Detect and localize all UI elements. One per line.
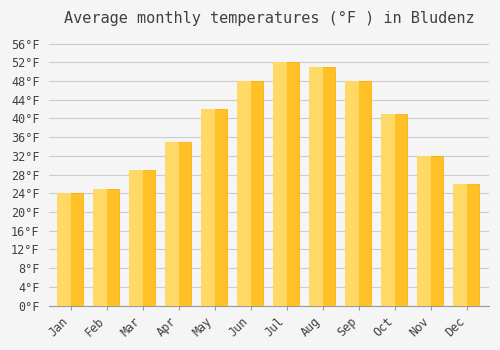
Bar bbox=[309, 67, 323, 306]
Bar bbox=[453, 184, 468, 306]
Bar bbox=[132, 170, 154, 306]
Bar bbox=[381, 114, 395, 306]
Bar bbox=[345, 81, 359, 306]
Bar bbox=[237, 81, 251, 306]
Bar bbox=[456, 184, 479, 306]
Bar bbox=[312, 67, 335, 306]
Bar bbox=[240, 81, 263, 306]
Bar bbox=[348, 81, 371, 306]
Bar bbox=[168, 142, 190, 306]
Bar bbox=[276, 62, 299, 306]
Bar bbox=[273, 62, 287, 306]
Bar bbox=[57, 193, 71, 306]
Bar bbox=[96, 189, 118, 306]
Bar bbox=[420, 156, 443, 306]
Bar bbox=[129, 170, 143, 306]
Bar bbox=[165, 142, 179, 306]
Title: Average monthly temperatures (°F ) in Bludenz: Average monthly temperatures (°F ) in Bl… bbox=[64, 11, 474, 26]
Bar bbox=[201, 109, 215, 306]
Bar bbox=[384, 114, 407, 306]
Bar bbox=[59, 193, 82, 306]
Bar bbox=[93, 189, 107, 306]
Bar bbox=[204, 109, 227, 306]
Bar bbox=[417, 156, 431, 306]
